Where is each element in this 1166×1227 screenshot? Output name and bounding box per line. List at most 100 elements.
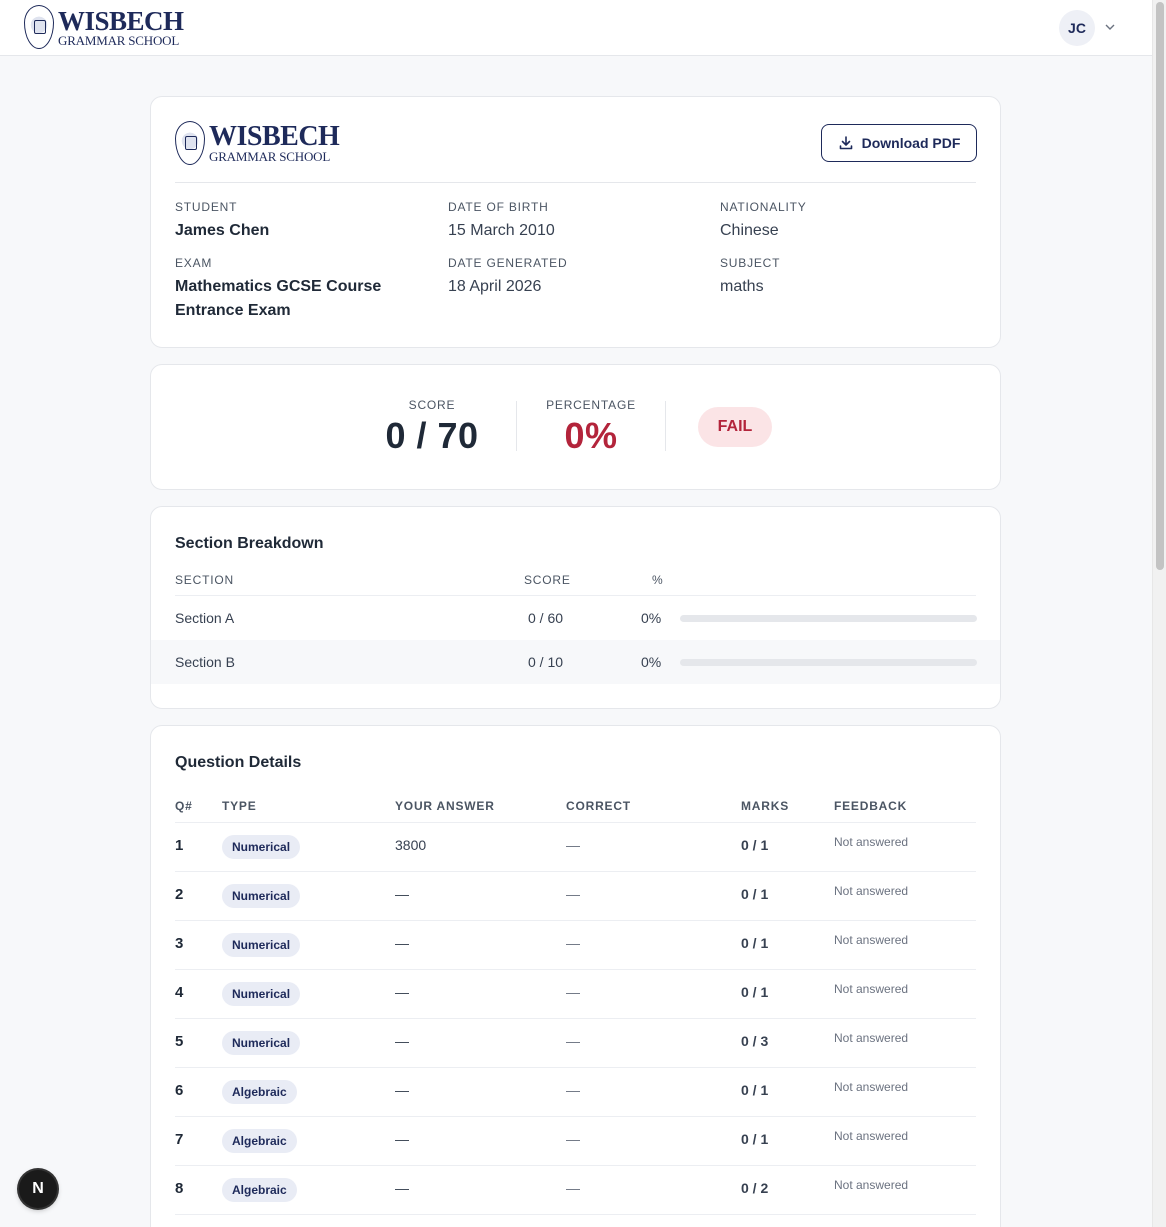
your-answer: — bbox=[395, 1180, 409, 1196]
your-answer: — bbox=[395, 1082, 409, 1098]
user-avatar[interactable]: JC bbox=[1059, 10, 1095, 46]
school-logo[interactable]: WISBECH GRAMMAR SCHOOL bbox=[24, 5, 184, 49]
question-type-tag: Algebraic bbox=[222, 1080, 297, 1104]
section-row: Section B 0 / 10 0% bbox=[151, 640, 1000, 684]
question-row: 7 Algebraic — — 0 / 1 Not answered bbox=[175, 1116, 976, 1165]
section-breakdown-title: Section Breakdown bbox=[175, 535, 324, 552]
logo-line2: GRAMMAR SCHOOL bbox=[58, 32, 180, 48]
question-row: 8 Algebraic — — 0 / 2 Not answered bbox=[175, 1165, 976, 1214]
th-score: SCORE bbox=[524, 573, 571, 587]
feedback: Not answered bbox=[834, 1129, 909, 1143]
correct-answer: — bbox=[566, 984, 580, 1000]
question-number: 8 bbox=[175, 1180, 184, 1197]
nationality-value: Chinese bbox=[720, 222, 779, 239]
section-progress-bar bbox=[680, 659, 977, 666]
school-crest-icon bbox=[175, 121, 205, 165]
section-percent: 0% bbox=[641, 610, 662, 626]
exam-value-line1: Mathematics GCSE Course bbox=[175, 278, 382, 295]
exam-value-line2: Entrance Exam bbox=[175, 302, 291, 319]
dob-value: 15 March 2010 bbox=[448, 222, 555, 239]
feedback: Not answered bbox=[834, 1031, 909, 1045]
download-pdf-label: Download PDF bbox=[861, 135, 961, 151]
dob-label: DATE OF BIRTH bbox=[448, 200, 549, 214]
marks: 0 / 1 bbox=[741, 984, 769, 1000]
th-percent: % bbox=[652, 573, 664, 587]
question-type-tag: Numerical bbox=[222, 835, 301, 859]
marks: 0 / 3 bbox=[741, 1033, 769, 1049]
question-details-card: Question Details Q# TYPE YOUR ANSWER COR… bbox=[150, 725, 1001, 1227]
student-name: James Chen bbox=[175, 222, 270, 239]
th-feedback: FEEDBACK bbox=[834, 799, 908, 813]
correct-answer: — bbox=[566, 886, 580, 902]
devtools-badge[interactable]: N bbox=[19, 1170, 57, 1208]
marks: 0 / 1 bbox=[741, 935, 769, 951]
th-section: SECTION bbox=[175, 573, 234, 587]
top-bar: WISBECH GRAMMAR SCHOOL JC bbox=[0, 0, 1152, 56]
section-progress-bar bbox=[680, 615, 977, 622]
percentage-label: PERCENTAGE bbox=[546, 398, 636, 412]
feedback: Not answered bbox=[834, 1178, 909, 1192]
subject-value: maths bbox=[720, 278, 764, 295]
scrollbar[interactable] bbox=[1152, 0, 1166, 1227]
section-name: Section B bbox=[175, 654, 235, 670]
your-answer: — bbox=[395, 935, 409, 951]
feedback: Not answered bbox=[834, 1080, 909, 1094]
question-number: 7 bbox=[175, 1131, 184, 1148]
marks: 0 / 2 bbox=[741, 1180, 769, 1196]
section-row: Section A 0 / 60 0% bbox=[151, 596, 1000, 640]
logo-line1: WISBECH bbox=[58, 5, 184, 36]
question-number: 2 bbox=[175, 886, 184, 903]
question-type-tag: Numerical bbox=[222, 1031, 301, 1055]
score-value: 0 / 70 bbox=[385, 415, 479, 456]
question-type-tag: Numerical bbox=[222, 982, 301, 1006]
marks: 0 / 1 bbox=[741, 1082, 769, 1098]
feedback: Not answered bbox=[834, 835, 909, 849]
nationality-label: NATIONALITY bbox=[720, 200, 807, 214]
question-row: 6 Algebraic — — 0 / 1 Not answered bbox=[175, 1067, 976, 1116]
question-row: 5 Numerical — — 0 / 3 Not answered bbox=[175, 1018, 976, 1067]
row-rule bbox=[175, 1214, 976, 1215]
result-badge: FAIL bbox=[698, 407, 772, 447]
generated-value: 18 April 2026 bbox=[448, 278, 542, 295]
th-type: TYPE bbox=[222, 799, 257, 813]
school-crest-icon bbox=[24, 5, 54, 49]
question-row: 4 Numerical — — 0 / 1 Not answered bbox=[175, 969, 976, 1018]
generated-label: DATE GENERATED bbox=[448, 256, 568, 270]
logo-line2: GRAMMAR SCHOOL bbox=[209, 149, 331, 164]
correct-answer: — bbox=[566, 1033, 580, 1049]
th-marks: MARKS bbox=[741, 799, 789, 813]
score-summary-card: SCORE 0 / 70 PERCENTAGE 0% FAIL bbox=[150, 364, 1001, 490]
marks: 0 / 1 bbox=[741, 837, 769, 853]
student-label: STUDENT bbox=[175, 200, 238, 214]
question-row: 1 Numerical 3800 — 0 / 1 Not answered bbox=[175, 822, 976, 871]
question-type-tag: Numerical bbox=[222, 933, 301, 957]
marks: 0 / 1 bbox=[741, 1131, 769, 1147]
scrollbar-thumb[interactable] bbox=[1156, 2, 1164, 570]
feedback: Not answered bbox=[834, 933, 909, 947]
report-logo: WISBECH GRAMMAR SCHOOL bbox=[175, 121, 340, 165]
section-name: Section A bbox=[175, 610, 235, 626]
th-qnum: Q# bbox=[175, 799, 193, 813]
your-answer: — bbox=[395, 886, 409, 902]
section-percent: 0% bbox=[641, 654, 662, 670]
report-info-card: WISBECH GRAMMAR SCHOOL Download PDF STUD… bbox=[150, 96, 1001, 348]
download-icon bbox=[839, 136, 852, 150]
question-row: 2 Numerical — — 0 / 1 Not answered bbox=[175, 871, 976, 920]
question-number: 1 bbox=[175, 837, 184, 854]
section-score: 0 / 10 bbox=[528, 654, 564, 670]
your-answer: 3800 bbox=[395, 837, 427, 853]
exam-label: EXAM bbox=[175, 256, 213, 270]
section-breakdown-card: Section Breakdown SECTION SCORE % Sectio… bbox=[150, 506, 1001, 709]
percentage-divider bbox=[665, 401, 666, 451]
subject-label: SUBJECT bbox=[720, 256, 781, 270]
percentage-value: 0% bbox=[564, 415, 618, 456]
question-row: 3 Numerical — — 0 / 1 Not answered bbox=[175, 920, 976, 969]
header-divider bbox=[175, 182, 976, 183]
download-pdf-button[interactable]: Download PDF bbox=[821, 124, 977, 162]
feedback: Not answered bbox=[834, 884, 909, 898]
header-rule bbox=[175, 595, 976, 596]
th-answer: YOUR ANSWER bbox=[395, 799, 495, 813]
marks: 0 / 1 bbox=[741, 886, 769, 902]
chevron-down-icon[interactable] bbox=[1104, 21, 1116, 33]
question-number: 4 bbox=[175, 984, 184, 1001]
